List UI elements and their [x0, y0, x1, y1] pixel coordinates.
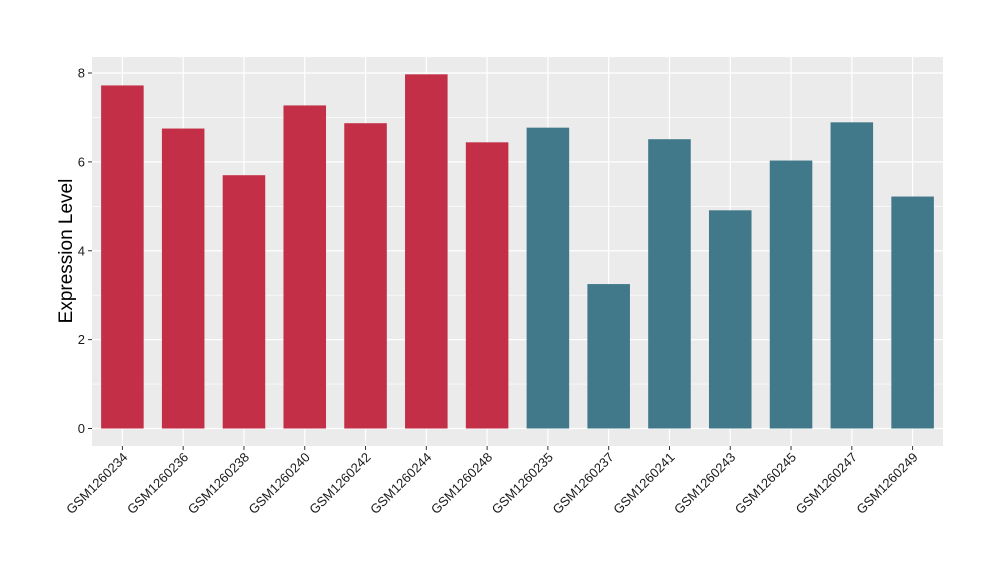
x-tick-label: GSM1260241 — [610, 450, 677, 517]
bar-GSM1260236 — [161, 128, 205, 429]
bar-GSM1260235 — [526, 127, 570, 429]
bar-GSM1260244 — [405, 74, 448, 429]
bar-GSM1260240 — [283, 105, 327, 429]
x-tick-label: GSM1260244 — [367, 450, 434, 517]
x-axis: GSM1260234GSM1260236GSM1260238GSM1260240… — [63, 446, 921, 517]
y-tick-label: 8 — [78, 66, 85, 81]
y-tick-label: 0 — [78, 421, 85, 436]
bar-GSM1260245 — [769, 160, 813, 429]
bar-GSM1260237 — [587, 284, 630, 429]
bar-GSM1260248 — [465, 142, 509, 429]
y-tick-label: 4 — [78, 243, 85, 258]
x-tick-label: GSM1260235 — [489, 450, 556, 517]
x-tick-label: GSM1260237 — [549, 450, 616, 517]
x-tick-label: GSM1260236 — [124, 450, 191, 517]
y-tick-label: 6 — [78, 154, 85, 169]
bar-GSM1260249 — [891, 196, 934, 429]
y-axis: 0 2 4 6 8 — [78, 66, 92, 436]
bar-GSM1260234 — [101, 85, 144, 429]
x-tick-label: GSM1260238 — [185, 450, 252, 517]
plot-panel — [92, 57, 943, 446]
y-axis-title: Expression Level — [56, 179, 77, 324]
bar-GSM1260247 — [830, 122, 874, 429]
bar-GSM1260241 — [648, 139, 691, 429]
x-tick-label: GSM1260249 — [853, 450, 920, 517]
x-tick-label: GSM1260234 — [63, 450, 130, 517]
x-tick-label: GSM1260245 — [732, 450, 799, 517]
y-tick-label: 2 — [78, 332, 85, 347]
x-tick-label: GSM1260248 — [428, 450, 495, 517]
bars — [101, 74, 934, 429]
bar-GSM1260242 — [344, 123, 387, 429]
x-tick-label: GSM1260243 — [671, 450, 738, 517]
x-tick-label: GSM1260240 — [246, 450, 313, 517]
bar-GSM1260243 — [708, 210, 752, 429]
bar-GSM1260238 — [222, 175, 266, 429]
x-tick-label: GSM1260242 — [306, 450, 373, 517]
x-tick-label: GSM1260247 — [793, 450, 860, 517]
